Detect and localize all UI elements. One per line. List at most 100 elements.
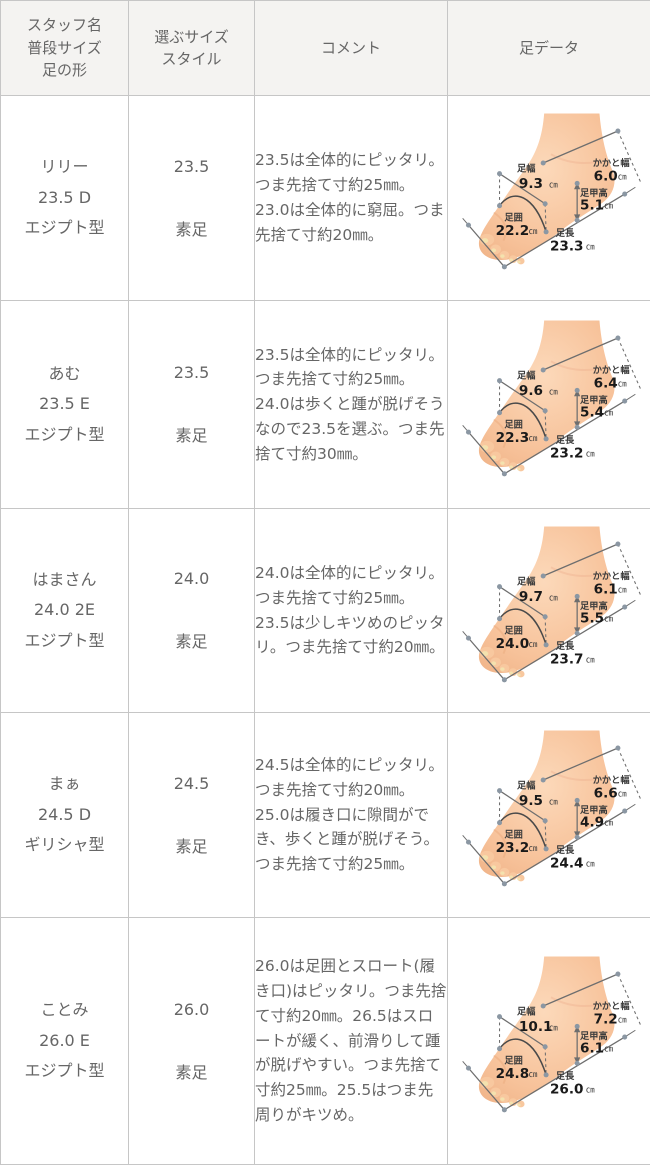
foot-measurement-diagram: 足幅 10.1 ㎝ かかと幅 7.2 ㎝ 足甲高 6.1 ㎝ 足囲 24.8 ㎝… xyxy=(451,941,648,1141)
svg-text:9.5: 9.5 xyxy=(518,793,542,809)
svg-text:26.0: 26.0 xyxy=(549,1081,583,1097)
svg-text:6.4: 6.4 xyxy=(593,375,617,391)
svg-text:23.7: 23.7 xyxy=(549,651,583,667)
svg-text:足長: 足長 xyxy=(555,640,574,651)
svg-text:かかと幅: かかと幅 xyxy=(592,1000,629,1012)
fit-style: 素足 xyxy=(129,422,254,446)
svg-text:㎝: ㎝ xyxy=(604,202,613,212)
svg-text:足長: 足長 xyxy=(555,1071,574,1082)
svg-text:㎝: ㎝ xyxy=(604,614,613,624)
svg-text:足囲: 足囲 xyxy=(504,829,522,840)
header-row: スタッフ名 普段サイズ 足の形 選ぶサイズ スタイル コメント 足データ xyxy=(1,1,650,96)
svg-text:6.1: 6.1 xyxy=(580,1041,604,1057)
size-cell: 24.0 素足 xyxy=(129,509,255,713)
foot-measurement-diagram: 足幅 9.6 ㎝ かかと幅 6.4 ㎝ 足甲高 5.4 ㎝ 足囲 22.3 ㎝ … xyxy=(451,305,648,505)
fit-style: 素足 xyxy=(129,216,254,240)
svg-text:足幅: 足幅 xyxy=(517,1006,535,1018)
size-cell: 24.5 素足 xyxy=(129,713,255,918)
svg-text:㎝: ㎝ xyxy=(604,408,613,418)
svg-text:かかと幅: かかと幅 xyxy=(592,363,629,375)
svg-text:足幅: 足幅 xyxy=(517,163,535,175)
svg-text:㎝: ㎝ xyxy=(528,639,537,649)
foot-measurement-diagram: 足幅 9.5 ㎝ かかと幅 6.6 ㎝ 足甲高 4.9 ㎝ 足囲 23.2 ㎝ … xyxy=(451,715,648,915)
size-cell: 26.0 素足 xyxy=(129,918,255,1165)
svg-text:24.8: 24.8 xyxy=(495,1066,529,1082)
fit-style: 素足 xyxy=(129,833,254,857)
header-foot-data: 足データ xyxy=(448,1,650,96)
fit-style: 素足 xyxy=(129,1059,254,1083)
svg-text:㎝: ㎝ xyxy=(585,1085,594,1095)
svg-text:9.7: 9.7 xyxy=(518,589,542,605)
svg-text:㎝: ㎝ xyxy=(604,819,613,829)
svg-text:足長: 足長 xyxy=(555,845,574,856)
svg-text:24.4: 24.4 xyxy=(549,855,583,871)
svg-text:㎝: ㎝ xyxy=(585,859,594,869)
svg-text:23.2: 23.2 xyxy=(549,445,583,461)
foot-cell: 足幅 9.6 ㎝ かかと幅 6.4 ㎝ 足甲高 5.4 ㎝ 足囲 22.3 ㎝ … xyxy=(448,301,650,509)
staff-cell: リリー 23.5 D エジプト型 xyxy=(1,96,129,301)
svg-text:6.6: 6.6 xyxy=(593,785,617,801)
table-row: ことみ 26.0 E エジプト型 26.0 素足 26.0は足囲とスロート(履き… xyxy=(1,918,650,1165)
staff-cell: あむ 23.5 E エジプト型 xyxy=(1,301,129,509)
svg-text:㎝: ㎝ xyxy=(549,593,558,603)
header-comment: コメント xyxy=(255,1,448,96)
size-cell: 23.5 素足 xyxy=(129,96,255,301)
foot-measurement-diagram: 足幅 9.7 ㎝ かかと幅 6.1 ㎝ 足甲高 5.5 ㎝ 足囲 24.0 ㎝ … xyxy=(451,511,648,711)
svg-text:㎝: ㎝ xyxy=(549,387,558,397)
svg-text:足幅: 足幅 xyxy=(517,575,535,587)
svg-text:㎝: ㎝ xyxy=(617,173,626,183)
svg-text:7.2: 7.2 xyxy=(593,1011,617,1027)
foot-cell: 足幅 9.5 ㎝ かかと幅 6.6 ㎝ 足甲高 4.9 ㎝ 足囲 23.2 ㎝ … xyxy=(448,713,650,918)
svg-text:9.6: 9.6 xyxy=(518,383,542,399)
table-row: リリー 23.5 D エジプト型 23.5 素足 23.5は全体的にピッタリ。つ… xyxy=(1,96,650,301)
chosen-size: 24.5 xyxy=(129,774,254,793)
svg-text:5.5: 5.5 xyxy=(580,610,604,626)
svg-text:かかと幅: かかと幅 xyxy=(592,774,629,786)
svg-text:23.3: 23.3 xyxy=(549,238,583,254)
svg-text:㎝: ㎝ xyxy=(617,1016,626,1026)
size-cell: 23.5 素足 xyxy=(129,301,255,509)
svg-text:㎝: ㎝ xyxy=(549,797,558,807)
svg-text:24.0: 24.0 xyxy=(495,635,529,651)
svg-text:㎝: ㎝ xyxy=(617,379,626,389)
chosen-size: 23.5 xyxy=(129,157,254,176)
table-row: まぁ 24.5 D ギリシャ型 24.5 素足 24.5は全体的にピッタリ。つま… xyxy=(1,713,650,918)
svg-text:足長: 足長 xyxy=(555,228,574,239)
fit-style: 素足 xyxy=(129,628,254,652)
staff-cell: まぁ 24.5 D ギリシャ型 xyxy=(1,713,129,918)
svg-text:㎝: ㎝ xyxy=(585,449,594,459)
svg-text:㎝: ㎝ xyxy=(528,227,537,237)
svg-text:㎝: ㎝ xyxy=(549,180,558,190)
svg-text:4.9: 4.9 xyxy=(580,815,604,831)
comment-cell: 24.5は全体的にピッタリ。つま先捨て寸約20㎜。25.0は履き口に隙間ができ、… xyxy=(255,713,448,918)
svg-text:10.1: 10.1 xyxy=(518,1019,552,1035)
comment-cell: 23.5は全体的にピッタリ。つま先捨て寸約25㎜。24.0は歩くと踵が脱げそうな… xyxy=(255,301,448,509)
staff-cell: ことみ 26.0 E エジプト型 xyxy=(1,918,129,1165)
foot-cell: 足幅 10.1 ㎝ かかと幅 7.2 ㎝ 足甲高 6.1 ㎝ 足囲 24.8 ㎝… xyxy=(448,918,650,1165)
svg-text:6.0: 6.0 xyxy=(593,168,617,184)
svg-text:22.3: 22.3 xyxy=(495,429,529,445)
svg-text:足囲: 足囲 xyxy=(504,625,522,636)
chosen-size: 26.0 xyxy=(129,1000,254,1019)
svg-text:足幅: 足幅 xyxy=(517,369,535,381)
svg-text:㎝: ㎝ xyxy=(585,655,594,665)
svg-text:かかと幅: かかと幅 xyxy=(592,157,629,169)
chosen-size: 24.0 xyxy=(129,569,254,588)
table-row: あむ 23.5 E エジプト型 23.5 素足 23.5は全体的にピッタリ。つま… xyxy=(1,301,650,509)
svg-text:足幅: 足幅 xyxy=(517,780,535,792)
svg-text:足囲: 足囲 xyxy=(504,1055,522,1066)
chosen-size: 23.5 xyxy=(129,363,254,382)
svg-text:㎝: ㎝ xyxy=(549,1023,558,1033)
svg-text:㎝: ㎝ xyxy=(617,585,626,595)
svg-text:23.2: 23.2 xyxy=(495,840,529,856)
comment-cell: 23.5は全体的にピッタリ。つま先捨て寸約25㎜。23.0は全体的に窮屈。つま先… xyxy=(255,96,448,301)
svg-text:㎝: ㎝ xyxy=(528,1070,537,1080)
foot-cell: 足幅 9.3 ㎝ かかと幅 6.0 ㎝ 足甲高 5.1 ㎝ 足囲 22.2 ㎝ … xyxy=(448,96,650,301)
svg-text:足囲: 足囲 xyxy=(504,212,522,223)
svg-text:かかと幅: かかと幅 xyxy=(592,569,629,581)
comment-cell: 24.0は全体的にピッタリ。つま先捨て寸約25㎜。23.5は少しキツめのピッタリ… xyxy=(255,509,448,713)
svg-text:㎝: ㎝ xyxy=(585,242,594,252)
table-row: はまさん 24.0 2E エジプト型 24.0 素足 24.0は全体的にピッタリ… xyxy=(1,509,650,713)
foot-cell: 足幅 9.7 ㎝ かかと幅 6.1 ㎝ 足甲高 5.5 ㎝ 足囲 24.0 ㎝ … xyxy=(448,509,650,713)
